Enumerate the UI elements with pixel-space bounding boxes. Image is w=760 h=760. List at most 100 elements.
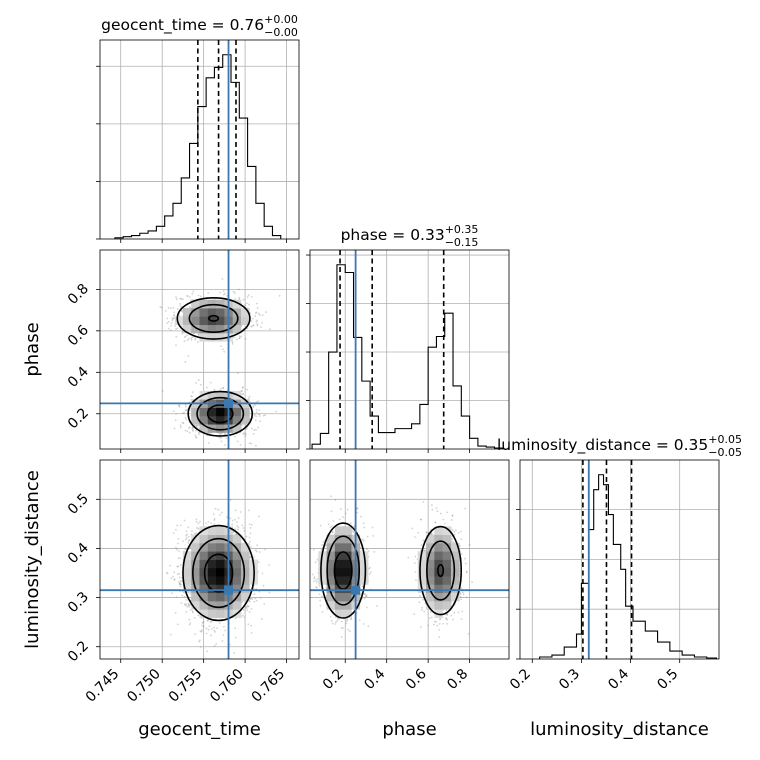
sample-point xyxy=(222,634,225,636)
sample-point xyxy=(246,302,248,305)
density-cell xyxy=(216,332,225,342)
sample-point xyxy=(213,388,216,391)
sample-point xyxy=(188,296,191,298)
histogram-bar xyxy=(461,416,469,449)
sample-point xyxy=(178,583,181,585)
histogram-bars xyxy=(311,264,504,449)
sample-point xyxy=(258,314,261,316)
density-cell xyxy=(232,584,242,594)
sample-point xyxy=(252,556,255,559)
contour-line xyxy=(192,537,246,609)
sample-point xyxy=(199,630,202,633)
sample-point xyxy=(250,632,253,634)
title-label: geocent_time xyxy=(101,16,207,35)
sample-point xyxy=(166,572,169,575)
sample-point xyxy=(167,307,170,309)
sample-point xyxy=(173,571,176,574)
sample-point xyxy=(191,429,194,431)
sample-point xyxy=(172,410,175,413)
sample-point xyxy=(465,571,468,574)
sample-point xyxy=(224,629,227,632)
density-cell xyxy=(191,542,200,552)
sample-point xyxy=(188,623,191,626)
sample-point xyxy=(186,334,189,337)
density-cell xyxy=(207,600,217,610)
sample-point xyxy=(313,576,316,579)
sample-point xyxy=(264,414,266,417)
density-cell xyxy=(199,526,209,536)
sample-point xyxy=(261,321,263,324)
sample-point xyxy=(232,531,235,533)
density-cell xyxy=(207,567,217,577)
sample-point xyxy=(368,567,371,570)
sample-point xyxy=(246,427,248,429)
panel-frame xyxy=(519,459,720,660)
density-cell xyxy=(207,526,217,536)
density-cell xyxy=(240,559,250,569)
sample-point xyxy=(249,532,252,535)
sample-point xyxy=(263,602,266,605)
sample-point xyxy=(330,620,333,622)
sample-point xyxy=(215,643,218,645)
sample-point xyxy=(197,527,200,530)
sample-point xyxy=(167,327,170,330)
sample-point xyxy=(186,605,189,608)
sample-point xyxy=(212,513,215,516)
density-cell xyxy=(207,609,217,618)
sample-point xyxy=(198,433,200,436)
density-cell xyxy=(240,584,250,594)
sample-point xyxy=(350,618,353,620)
histogram-bar xyxy=(320,433,328,449)
sample-point xyxy=(214,455,216,457)
sample-point xyxy=(184,409,187,412)
sample-point xyxy=(179,583,181,585)
density-cell xyxy=(191,567,200,577)
sample-point xyxy=(346,508,349,511)
density-cell xyxy=(199,600,209,610)
density-cell xyxy=(191,308,200,317)
sample-point xyxy=(209,381,212,384)
sample-point xyxy=(187,602,190,605)
sample-point xyxy=(248,536,251,539)
sample-point xyxy=(175,412,178,415)
sample-point xyxy=(207,619,209,622)
sample-point xyxy=(251,317,254,320)
sample-point xyxy=(178,581,180,583)
sample-point xyxy=(169,564,171,567)
sample-point xyxy=(257,561,260,564)
title-equals: = xyxy=(651,436,674,454)
sample-point xyxy=(185,537,188,539)
sample-point xyxy=(207,520,210,523)
density-cell xyxy=(207,576,217,585)
sample-point xyxy=(183,519,186,522)
sample-point xyxy=(191,427,194,430)
sample-point xyxy=(175,546,177,549)
sample-point xyxy=(245,606,248,608)
histogram-bar xyxy=(337,265,345,449)
sample-point xyxy=(216,627,218,630)
sample-point xyxy=(184,603,186,606)
sample-point xyxy=(243,432,246,434)
sample-point xyxy=(187,604,190,607)
sample-point xyxy=(179,424,182,427)
sample-point xyxy=(187,535,190,538)
density-cell xyxy=(216,576,225,585)
sample-point xyxy=(254,419,257,422)
density-cell xyxy=(191,559,200,569)
histogram-step xyxy=(539,474,718,659)
density-cell xyxy=(191,299,200,309)
sample-point xyxy=(184,538,187,541)
sample-point xyxy=(196,340,199,343)
histogram-bar xyxy=(633,621,645,659)
density-cell xyxy=(207,390,217,400)
sample-point xyxy=(250,608,253,610)
sample-point xyxy=(452,618,454,621)
sample-point xyxy=(231,341,234,344)
density-cell xyxy=(207,559,217,569)
sample-point xyxy=(166,322,169,325)
histogram-panel-geocent_time: geocent_time = 0.76+0.00−0.00 xyxy=(96,13,300,243)
sample-point xyxy=(213,629,216,632)
density-cell xyxy=(182,551,192,560)
sample-point xyxy=(260,618,263,620)
sample-point xyxy=(177,557,180,560)
